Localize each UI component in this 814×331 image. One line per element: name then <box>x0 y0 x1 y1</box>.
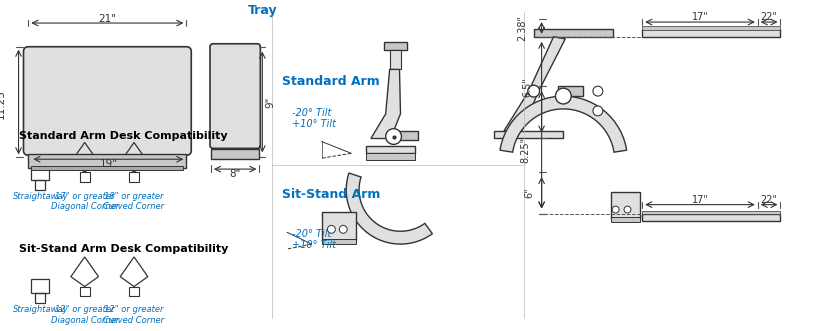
Polygon shape <box>346 173 432 244</box>
Bar <box>610 217 641 222</box>
Text: 11.25": 11.25" <box>0 85 6 119</box>
Text: Sit-Stand Arm: Sit-Stand Arm <box>282 188 380 201</box>
Circle shape <box>593 86 603 96</box>
Text: Tray: Tray <box>247 4 277 17</box>
Circle shape <box>612 206 619 213</box>
Polygon shape <box>371 70 400 138</box>
Bar <box>35 294 46 303</box>
FancyBboxPatch shape <box>24 47 191 155</box>
Text: +10° Tilt: +10° Tilt <box>292 119 336 129</box>
Bar <box>558 86 583 96</box>
Bar <box>32 166 49 180</box>
Text: 21": 21" <box>98 14 116 24</box>
Text: 19": 19" <box>99 159 117 169</box>
Circle shape <box>386 129 401 144</box>
Text: 22": 22" <box>760 195 777 205</box>
Text: 22": 22" <box>760 12 777 22</box>
Circle shape <box>339 225 348 233</box>
Text: Standard Arm Desk Compatibility: Standard Arm Desk Compatibility <box>19 130 227 141</box>
Text: Standard Arm: Standard Arm <box>282 75 380 88</box>
Text: +10° Tilt: +10° Tilt <box>292 240 336 250</box>
Bar <box>28 154 186 168</box>
Polygon shape <box>504 91 539 137</box>
Circle shape <box>327 225 335 233</box>
Text: 8.25": 8.25" <box>521 137 531 163</box>
Text: 17" or greater
Diagonal Corner: 17" or greater Diagonal Corner <box>50 192 119 211</box>
Text: -20° Tilt: -20° Tilt <box>292 108 331 118</box>
Bar <box>80 172 90 182</box>
Bar <box>322 212 356 241</box>
Bar <box>642 29 781 37</box>
Bar <box>610 192 641 219</box>
Bar <box>211 149 260 159</box>
Bar <box>366 153 415 160</box>
Bar <box>80 287 90 296</box>
Bar <box>366 146 415 153</box>
Bar <box>388 131 418 140</box>
Circle shape <box>555 88 571 104</box>
Bar <box>494 131 563 137</box>
Bar <box>642 211 781 214</box>
Bar <box>322 239 356 244</box>
Text: 6": 6" <box>525 187 535 198</box>
Bar <box>129 172 139 182</box>
Text: 17": 17" <box>692 195 708 205</box>
Text: Straightaway: Straightaway <box>12 305 68 314</box>
Circle shape <box>593 106 603 116</box>
Text: Sit-Stand Arm Desk Compatibility: Sit-Stand Arm Desk Compatibility <box>19 244 228 254</box>
Text: 2.38": 2.38" <box>517 15 527 41</box>
Text: Straightaway: Straightaway <box>12 192 68 201</box>
Text: 12" or greater
Curved Corner: 12" or greater Curved Corner <box>103 305 164 325</box>
Text: 18" or greater
Curved Corner: 18" or greater Curved Corner <box>103 192 164 211</box>
Circle shape <box>527 85 540 97</box>
Bar <box>390 50 401 70</box>
Bar <box>35 180 46 190</box>
Text: 12" or greater
Diagonal Corner: 12" or greater Diagonal Corner <box>50 305 119 325</box>
Text: 17": 17" <box>692 12 708 22</box>
Bar <box>32 166 183 170</box>
Bar <box>642 26 781 30</box>
Text: 6.5": 6.5" <box>523 77 533 97</box>
Polygon shape <box>529 37 565 91</box>
Bar <box>32 279 49 294</box>
Bar <box>642 213 781 221</box>
Bar <box>129 287 139 296</box>
Text: 9": 9" <box>265 96 275 108</box>
FancyBboxPatch shape <box>210 44 260 148</box>
Text: 8": 8" <box>230 169 241 179</box>
Polygon shape <box>500 96 627 152</box>
Bar <box>383 42 407 50</box>
Bar <box>534 29 613 37</box>
Circle shape <box>624 206 631 213</box>
Text: -20° Tilt: -20° Tilt <box>292 229 331 239</box>
